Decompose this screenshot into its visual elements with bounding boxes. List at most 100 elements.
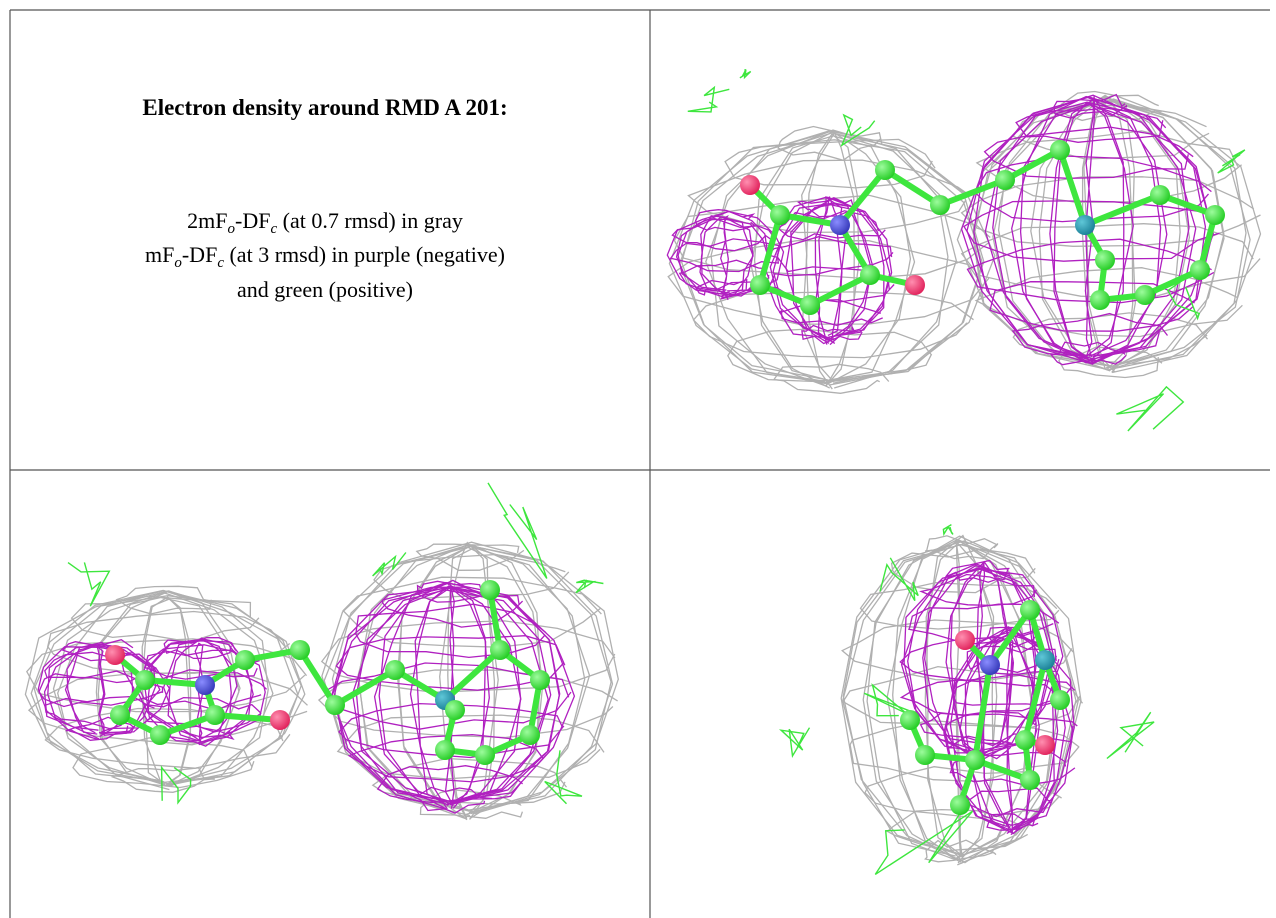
subscript: c <box>270 221 277 237</box>
mesh-line <box>110 767 215 793</box>
atom <box>750 275 770 295</box>
mesh-line <box>919 573 1038 607</box>
mesh-line <box>997 96 1225 372</box>
title: Electron density around RMD A 201: <box>142 95 507 120</box>
subscript: c <box>217 255 224 271</box>
mesh-line <box>769 202 891 341</box>
mesh-line <box>989 281 1195 332</box>
mesh-line <box>667 240 990 325</box>
atom <box>995 170 1015 190</box>
mesh-line <box>963 200 1220 262</box>
mesh-line <box>330 581 560 806</box>
mesh-line <box>668 130 996 385</box>
atom <box>965 750 985 770</box>
atom <box>1035 650 1055 670</box>
mesh-line <box>966 96 1207 365</box>
mesh-line <box>163 637 237 660</box>
atom <box>1020 600 1040 620</box>
bond <box>1003 147 1062 183</box>
mesh <box>667 125 996 394</box>
mesh-line <box>975 130 1243 204</box>
mesh-line <box>72 737 255 789</box>
bond <box>883 167 942 208</box>
caption-text: and green (positive) <box>237 277 413 302</box>
mesh-patch <box>942 523 954 537</box>
atom <box>530 670 550 690</box>
mesh-line <box>398 544 541 821</box>
caption-text: (at 3 rmsd) in purple (negative) <box>224 242 505 267</box>
mesh <box>24 585 308 793</box>
mesh-line <box>1058 346 1163 379</box>
bond <box>297 648 338 707</box>
atom <box>435 740 455 760</box>
mesh-line <box>924 535 999 560</box>
atom <box>105 645 125 665</box>
mesh-patch <box>1217 149 1246 174</box>
mesh-line <box>778 299 883 326</box>
mesh-line <box>700 216 754 297</box>
mesh-line <box>338 702 565 759</box>
mesh-line <box>790 197 873 346</box>
atom <box>830 215 850 235</box>
mesh-line <box>985 626 1039 648</box>
mesh-line <box>924 534 998 860</box>
mesh-line <box>907 567 1053 754</box>
mesh-line <box>44 651 158 684</box>
atom <box>950 795 970 815</box>
atom <box>445 700 465 720</box>
mesh-line <box>335 635 566 691</box>
mesh-patch <box>575 579 604 594</box>
caption-text: 2mF <box>187 208 227 233</box>
mesh-line <box>984 101 1197 365</box>
atom <box>740 175 760 195</box>
mesh-line <box>694 278 756 297</box>
bond <box>487 589 503 651</box>
mesh-line <box>347 733 547 783</box>
atom <box>875 160 895 180</box>
bond <box>214 712 281 723</box>
mesh-line <box>33 595 302 785</box>
caption-text: (at 0.7 rmsd) in gray <box>277 208 463 233</box>
atom <box>135 670 155 690</box>
mesh-line <box>415 543 525 571</box>
atom <box>150 725 170 745</box>
mesh-line <box>27 671 308 746</box>
mesh-line <box>959 626 1059 836</box>
atom <box>1020 770 1040 790</box>
bond <box>1057 149 1088 226</box>
mesh-line <box>30 589 299 785</box>
mesh-patch <box>160 765 192 805</box>
mesh-patch <box>687 85 730 113</box>
atom <box>1050 140 1070 160</box>
atom <box>1190 260 1210 280</box>
caption-line: and green (positive) <box>237 277 413 302</box>
mesh-line <box>419 789 524 819</box>
mesh-line <box>710 129 949 388</box>
atom <box>1050 690 1070 710</box>
atom <box>325 695 345 715</box>
atom <box>915 745 935 765</box>
mesh-line <box>1005 634 1014 834</box>
mesh-patch <box>739 69 752 80</box>
mesh-line <box>323 545 612 817</box>
mesh-line <box>416 580 492 603</box>
mesh-line <box>925 542 995 864</box>
caption-line: 2mFo-DFc (at 0.7 rmsd) in gray <box>187 208 463 237</box>
atom <box>520 725 540 745</box>
bond <box>442 647 503 703</box>
bond <box>757 214 783 286</box>
atom <box>1090 290 1110 310</box>
atom <box>1205 205 1225 225</box>
bond <box>837 168 888 227</box>
atom <box>770 205 790 225</box>
mesh-line <box>950 560 1014 760</box>
mesh-line <box>57 590 269 791</box>
mesh-line <box>141 696 262 733</box>
mesh-patch <box>874 806 974 875</box>
mesh-line <box>724 138 936 189</box>
mesh-line <box>899 679 1057 717</box>
mesh-line <box>1011 312 1169 357</box>
atom <box>235 650 255 670</box>
bond <box>938 177 1007 208</box>
